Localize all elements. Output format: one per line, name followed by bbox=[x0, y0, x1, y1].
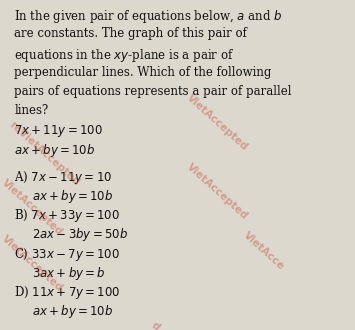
Text: C) $33x - 7y = 100$: C) $33x - 7y = 100$ bbox=[14, 246, 120, 263]
Text: pairs of equations represents a pair of parallel: pairs of equations represents a pair of … bbox=[14, 85, 292, 98]
Text: VietAccepted: VietAccepted bbox=[185, 92, 250, 152]
Text: are constants. The graph of this pair of: are constants. The graph of this pair of bbox=[14, 27, 247, 40]
Text: equations in the $xy$-plane is a pair of: equations in the $xy$-plane is a pair of bbox=[14, 47, 235, 64]
Text: $2ax - 3by = 50b$: $2ax - 3by = 50b$ bbox=[32, 226, 128, 244]
Text: $7x + 11y = 100$: $7x + 11y = 100$ bbox=[14, 123, 103, 139]
Text: d: d bbox=[149, 320, 162, 330]
Text: A) $7x - 11y = 10$: A) $7x - 11y = 10$ bbox=[14, 169, 112, 186]
Text: B) $7x + 33y = 100$: B) $7x + 33y = 100$ bbox=[14, 207, 120, 224]
Text: D) $11x + 7y = 100$: D) $11x + 7y = 100$ bbox=[14, 284, 121, 301]
Text: VietAccepted: VietAccepted bbox=[185, 161, 250, 221]
Text: $3ax + by = b$: $3ax + by = b$ bbox=[32, 265, 106, 282]
Text: VietAcce: VietAcce bbox=[241, 230, 286, 272]
Text: reVietAccepted: reVietAccepted bbox=[7, 119, 81, 187]
Text: $ax + by = 10b$: $ax + by = 10b$ bbox=[32, 303, 113, 320]
Text: $ax + by = 10b$: $ax + by = 10b$ bbox=[14, 142, 95, 159]
Text: VietAccepted: VietAccepted bbox=[0, 178, 65, 238]
Text: In the given pair of equations below, $a$ and $b$: In the given pair of equations below, $a… bbox=[14, 8, 283, 25]
Text: perpendicular lines. Which of the following: perpendicular lines. Which of the follow… bbox=[14, 66, 272, 79]
Text: VietAccepted: VietAccepted bbox=[0, 234, 65, 294]
Text: lines?: lines? bbox=[14, 104, 48, 117]
Text: $ax + by = 10b$: $ax + by = 10b$ bbox=[32, 188, 113, 205]
